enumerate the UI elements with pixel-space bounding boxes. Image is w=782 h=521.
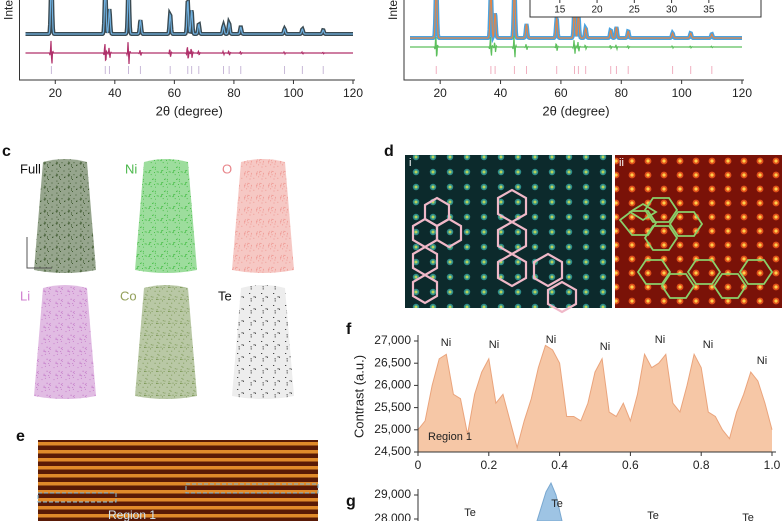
x-tick-label: 120 — [732, 86, 752, 100]
stem-image — [38, 440, 318, 521]
x-tick-label: 40 — [494, 86, 508, 100]
atom-cloud — [232, 285, 294, 399]
panel-letter: c — [2, 143, 11, 160]
x-tick-label: 35 — [703, 5, 715, 16]
peak-label: Ni — [489, 339, 499, 351]
atom-cloud — [34, 285, 96, 399]
map-label: Co — [120, 288, 137, 303]
atom-maps: Full Ni O Li Co Te — [20, 159, 294, 399]
map-label: O — [222, 161, 232, 176]
x-tick-label: 20 — [434, 86, 448, 100]
peak-label: Te — [464, 507, 476, 519]
contrast-profile: 24,500 25,000 25,500 26,000 26,500 27,000 0 0.2… — [351, 333, 780, 472]
x-axis-label: 2θ (degree) — [156, 103, 223, 118]
y-tick-label: 27,000 — [374, 333, 411, 347]
contrast-profile: 28,000 29,000 Te Te Te Te — [374, 481, 754, 521]
hexagon-overlay — [411, 188, 578, 314]
map-label: Ni — [125, 161, 137, 176]
peak-label: Ni — [703, 339, 713, 351]
x-tick-label: 80 — [227, 86, 241, 100]
region-box — [185, 483, 319, 494]
y-tick-label: 28,000 — [374, 511, 411, 521]
x-tick-label: 100 — [283, 86, 303, 100]
y-tick-label: 24,500 — [374, 444, 411, 458]
y-axis-label: Inte — [2, 0, 16, 20]
x-tick-label: 25 — [629, 5, 641, 16]
x-tick-label: 120 — [343, 86, 363, 100]
x-tick-label: 20 — [49, 86, 63, 100]
area-fill — [418, 345, 772, 452]
x-tick-label: 0.6 — [622, 458, 639, 472]
region-label: Region 1 — [108, 508, 156, 521]
region-box — [37, 492, 117, 503]
map-label: Full — [20, 161, 41, 176]
difference-curve — [25, 40, 353, 65]
inset-frame — [529, 0, 762, 18]
panel-letter: f — [346, 321, 352, 338]
y-tick-label: 26,500 — [374, 355, 411, 369]
x-tick-label: 0.4 — [551, 458, 568, 472]
image-label: ii — [619, 157, 624, 169]
stem-image — [405, 155, 612, 308]
y-tick-label: 29,000 — [374, 487, 411, 501]
atom-cloud — [135, 285, 197, 399]
atom-cloud — [232, 159, 294, 273]
peak-label: Ni — [757, 355, 767, 367]
x-tick-label: 20 — [592, 5, 604, 16]
x-tick-label: 30 — [666, 5, 678, 16]
atom-cloud — [135, 159, 197, 273]
image-label: i — [409, 157, 411, 169]
y-tick-label: 25,000 — [374, 422, 411, 436]
stem-image — [615, 155, 782, 308]
peak-label: Te — [647, 510, 659, 521]
fit-curve — [410, 0, 742, 39]
peak-label: Ni — [546, 334, 556, 346]
axis — [19, 0, 355, 81]
x-tick-label: 40 — [108, 86, 122, 100]
map-label: Li — [20, 288, 30, 303]
panel-letter: d — [384, 143, 394, 160]
x-tick-label: 60 — [554, 86, 568, 100]
area-fill — [536, 481, 563, 521]
peak-label: Te — [742, 512, 754, 521]
y-tick-label: 26,000 — [374, 378, 411, 392]
x-tick-label: 0.8 — [693, 458, 710, 472]
hexagon-overlay — [618, 197, 774, 299]
difference-curve — [410, 35, 742, 58]
x-tick-label: 0 — [415, 458, 422, 472]
region-label: Region 1 — [428, 431, 472, 443]
panel-letter: g — [346, 493, 356, 510]
peak-label: Ni — [600, 341, 610, 353]
peak-label: Te — [551, 498, 563, 510]
peak-label: Ni — [655, 334, 665, 346]
peak-label: Ni — [441, 337, 451, 349]
axis — [403, 0, 744, 81]
panel-letter: e — [16, 428, 25, 445]
atom-cloud — [34, 159, 96, 273]
y-tick-label: 25,500 — [374, 400, 411, 414]
x-tick-label: 80 — [615, 86, 629, 100]
area-line — [417, 344, 773, 450]
x-tick-label: 15 — [554, 5, 566, 16]
x-axis-label: 2θ (degree) — [542, 103, 609, 118]
fit-curve — [25, 0, 353, 35]
x-tick-label: 100 — [672, 86, 692, 100]
y-axis-label: Contrast (a.u.) — [351, 355, 366, 438]
x-tick-label: 60 — [168, 86, 182, 100]
xrd-panels: 20 40 60 80 100 120 2θ (degree) Inte 20 40 60 80 100… — [2, 0, 762, 118]
x-tick-label: 1.0 — [764, 458, 781, 472]
scale-bar — [26, 237, 52, 269]
x-tick-label: 0.2 — [480, 458, 497, 472]
map-label: Te — [218, 288, 232, 303]
y-axis-label: Inte — [386, 0, 400, 20]
